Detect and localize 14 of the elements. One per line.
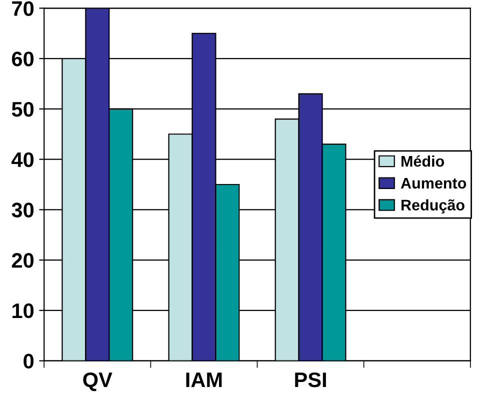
legend-label: Médio (402, 155, 444, 167)
y-tick-label: 40 (12, 152, 34, 168)
y-tick-label: 30 (12, 202, 34, 218)
x-tick-label: IAM (186, 372, 222, 388)
y-tick-label: 20 (12, 253, 34, 268)
legend-label: Aumento (400, 178, 466, 189)
x-tick-label: PSI (295, 372, 326, 388)
y-tick-label: 60 (12, 52, 34, 66)
x-tick-label: QV (83, 372, 112, 392)
y-tick-label: 10 (12, 303, 34, 318)
y-tick-label: 50 (12, 102, 34, 117)
y-tick-label: 0 (24, 354, 34, 369)
y-tick-label: 70 (12, 1, 34, 16)
legend-label: Redução (402, 199, 464, 214)
